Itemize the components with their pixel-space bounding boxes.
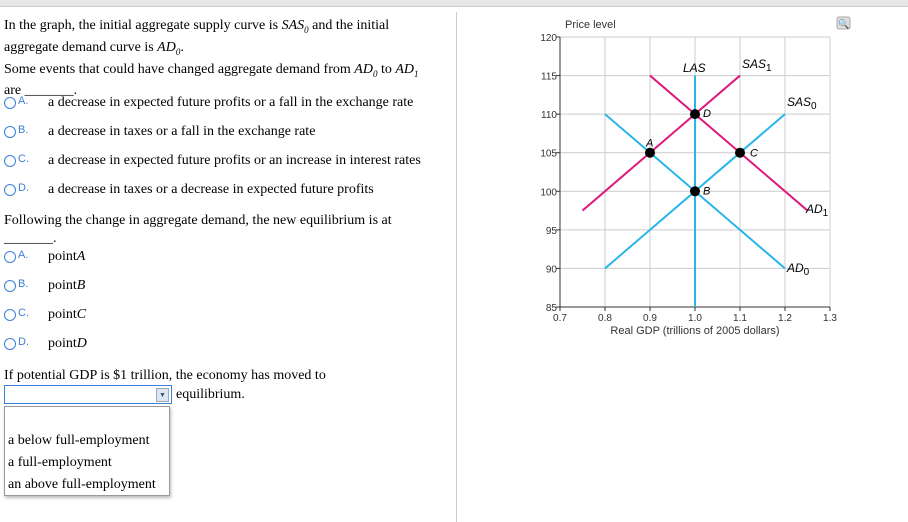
curve-label: AD1 (805, 202, 829, 219)
point-c (735, 147, 745, 158)
option-b[interactable]: B. a decrease in taxes or a fall in the e… (4, 123, 315, 141)
option-text: point (48, 336, 77, 351)
option-c[interactable]: C. point C (4, 306, 86, 324)
option-point: C (76, 307, 87, 322)
option-d[interactable]: D. a decrease in taxes or a decrease in e… (4, 181, 374, 199)
dropdown-arrow-icon[interactable]: ▼ (156, 388, 169, 402)
panel-divider[interactable] (456, 12, 457, 522)
x-tick-label: 0.8 (598, 313, 612, 324)
y-tick-label: 95 (546, 226, 558, 237)
point-label: C (750, 148, 758, 160)
curve-ad1 (649, 74, 809, 212)
point-label: D (703, 108, 711, 120)
option-point: B (76, 278, 86, 293)
question2-text: Following the change in aggregate demand… (4, 213, 392, 246)
option-text: a decrease in taxes or a decrease in exp… (48, 182, 374, 197)
radio-button[interactable] (4, 155, 16, 167)
top-bar (0, 0, 908, 7)
radio-button[interactable] (4, 251, 16, 263)
radio-button[interactable] (4, 338, 16, 350)
magnifier-plus-icon[interactable]: 🔍 (836, 16, 851, 30)
dropdown-option[interactable]: a full-employment (8, 455, 112, 470)
dropdown-list: a below full-employment a full-employmen… (4, 406, 170, 496)
option-text: point (48, 278, 77, 293)
radio-button[interactable] (4, 309, 16, 321)
option-letter: C. (18, 307, 29, 319)
dropdown-option[interactable]: a below full-employment (8, 433, 150, 448)
svg-text:🔍: 🔍 (838, 18, 849, 29)
point-a (645, 147, 655, 158)
option-a[interactable]: A. point A (4, 248, 85, 266)
option-letter: D. (18, 336, 29, 348)
option-b[interactable]: B. point B (4, 277, 85, 295)
option-text: point (48, 249, 77, 264)
y-tick-label: 90 (546, 264, 558, 275)
point-b (690, 186, 700, 197)
question3-after: equilibrium. (176, 387, 245, 402)
option-text: a decrease in expected future profits or… (48, 153, 421, 168)
x-tick-label: 0.7 (553, 313, 567, 324)
x-tick-label: 1.2 (778, 313, 792, 324)
radio-button[interactable] (4, 126, 16, 138)
option-letter: D. (18, 182, 29, 194)
option-point: D (76, 336, 87, 351)
curve-label: LAS (683, 61, 706, 75)
y-tick-label: 110 (541, 110, 557, 121)
x-axis-label: Real GDP (trillions of 2005 dollars) (610, 325, 779, 337)
x-tick-label: 1.0 (688, 313, 702, 324)
point-label: A (645, 138, 653, 150)
option-a[interactable]: A. a decrease in expected future profits … (4, 94, 413, 112)
curve-label: SAS0 (787, 95, 817, 112)
option-d[interactable]: D. point D (4, 335, 87, 353)
radio-button[interactable] (4, 97, 16, 109)
curve-sas1 (581, 74, 741, 212)
option-letter: B. (18, 278, 29, 290)
y-tick-label: 85 (546, 303, 558, 314)
option-point: A (76, 249, 86, 264)
equilibrium-select[interactable]: ▼ (4, 385, 172, 404)
y-tick-label: 120 (540, 33, 557, 44)
x-tick-label: 1.1 (733, 313, 747, 324)
option-c[interactable]: C. a decrease in expected future profits … (4, 152, 421, 170)
question3-text: If potential GDP is $1 trillion, the eco… (4, 368, 326, 383)
option-letter: B. (18, 124, 29, 136)
point-label: B (703, 185, 710, 197)
y-tick-label: 115 (541, 72, 557, 83)
y-tick-label: 100 (540, 187, 557, 198)
radio-button[interactable] (4, 184, 16, 196)
option-letter: A. (18, 95, 29, 107)
question1-text: In the graph, the initial aggregate supp… (4, 18, 419, 99)
dropdown-option[interactable]: an above full-employment (8, 477, 156, 492)
option-text: point (48, 307, 77, 322)
option-letter: A. (18, 249, 29, 261)
radio-button[interactable] (4, 280, 16, 292)
curve-label: SAS1 (742, 57, 772, 74)
option-letter: C. (18, 153, 29, 165)
y-tick-label: 105 (540, 149, 557, 160)
x-tick-label: 1.3 (823, 313, 837, 324)
x-tick-label: 0.9 (643, 313, 657, 324)
point-d (690, 109, 700, 120)
option-text: a decrease in taxes or a fall in the exc… (48, 124, 316, 139)
y-axis-label: Price level (565, 19, 616, 31)
curve-label: AD0 (786, 261, 810, 278)
option-text: a decrease in expected future profits or… (48, 95, 414, 110)
